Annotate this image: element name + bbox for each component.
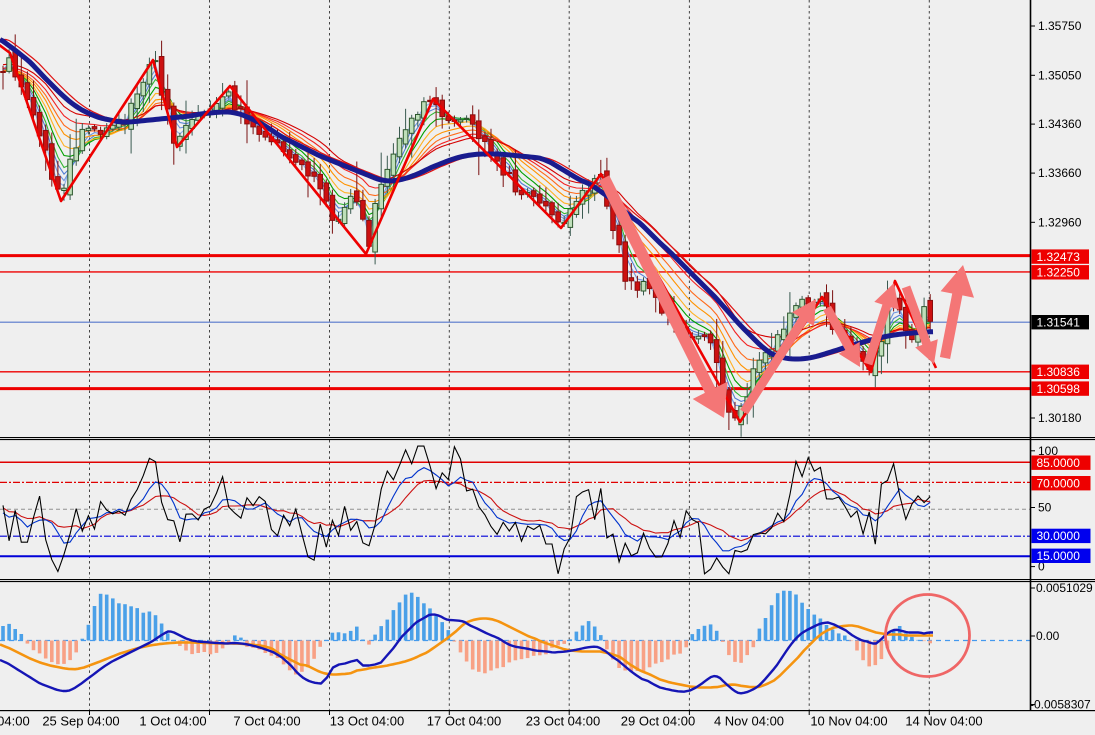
svg-text:0.0051029: 0.0051029: [1036, 581, 1093, 595]
svg-text:1.31541: 1.31541: [1037, 315, 1081, 329]
svg-text:19 Sep 04:00: 19 Sep 04:00: [0, 714, 30, 729]
svg-text:17 Oct 04:00: 17 Oct 04:00: [427, 714, 501, 729]
svg-text:1.30180: 1.30180: [1038, 411, 1082, 425]
svg-text:1.32250: 1.32250: [1037, 266, 1081, 280]
svg-text:7 Oct 04:00: 7 Oct 04:00: [233, 714, 300, 729]
svg-text:1.32473: 1.32473: [1037, 250, 1081, 264]
svg-text:1.30836: 1.30836: [1037, 365, 1081, 379]
svg-text:70.0000: 70.0000: [1037, 476, 1081, 490]
svg-text:1 Oct 04:00: 1 Oct 04:00: [139, 714, 206, 729]
svg-text:25 Sep 04:00: 25 Sep 04:00: [42, 714, 119, 729]
svg-text:23 Oct 04:00: 23 Oct 04:00: [526, 714, 600, 729]
svg-text:29 Oct 04:00: 29 Oct 04:00: [621, 714, 695, 729]
svg-text:13 Oct 04:00: 13 Oct 04:00: [330, 714, 404, 729]
svg-text:1.35750: 1.35750: [1038, 19, 1082, 33]
svg-text:30.0000: 30.0000: [1037, 529, 1081, 543]
svg-text:10 Nov 04:00: 10 Nov 04:00: [810, 714, 887, 729]
svg-text:15.0000: 15.0000: [1037, 549, 1081, 563]
svg-text:50: 50: [1038, 501, 1052, 515]
svg-text:0.00: 0.00: [1036, 629, 1060, 643]
svg-text:85.0000: 85.0000: [1037, 456, 1081, 470]
svg-text:100: 100: [1038, 444, 1058, 458]
svg-text:0: 0: [1038, 560, 1045, 574]
svg-text:1.35050: 1.35050: [1038, 68, 1082, 82]
svg-text:-0.0058307: -0.0058307: [1030, 698, 1091, 712]
svg-text:1.33660: 1.33660: [1038, 166, 1082, 180]
svg-text:1.32960: 1.32960: [1038, 215, 1082, 229]
svg-text:1.34360: 1.34360: [1038, 117, 1082, 131]
svg-text:1.30598: 1.30598: [1037, 382, 1081, 396]
svg-text:14 Nov 04:00: 14 Nov 04:00: [905, 714, 982, 729]
svg-text:4 Nov 04:00: 4 Nov 04:00: [714, 714, 784, 729]
